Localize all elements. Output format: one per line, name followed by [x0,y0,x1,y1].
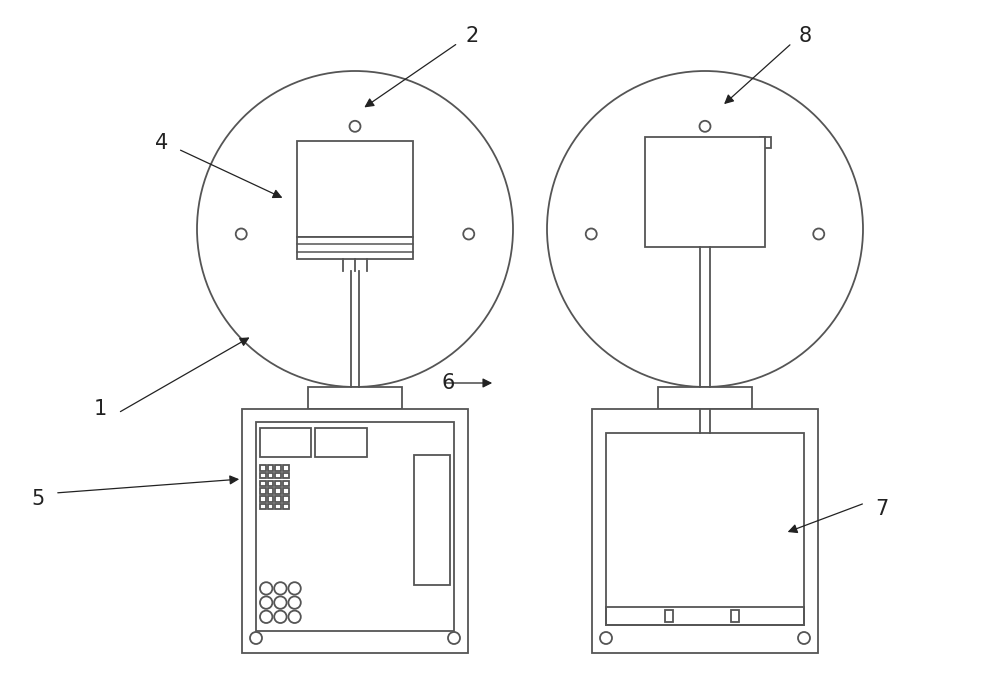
Text: 8: 8 [798,26,812,46]
Bar [268,504,273,509]
Bar [315,428,367,457]
Circle shape [547,71,863,387]
Bar [268,496,273,502]
Bar [260,428,311,457]
Bar [268,481,273,486]
Bar [606,607,804,625]
Bar [260,481,266,486]
Bar [275,481,281,486]
Bar [260,489,266,494]
Text: 1: 1 [93,399,107,419]
Bar [414,455,450,585]
Bar [283,504,289,509]
Bar [268,473,273,478]
Text: 4: 4 [155,133,169,153]
Bar [260,465,266,471]
Bar [283,473,289,478]
Bar [275,473,281,478]
Circle shape [197,71,513,387]
Bar [592,409,818,653]
Bar [283,496,289,502]
Text: 5: 5 [31,489,45,509]
Bar [283,481,289,486]
Bar [260,504,266,509]
Bar [297,237,413,259]
Bar [731,610,739,622]
Text: 6: 6 [441,373,455,393]
Polygon shape [308,387,402,409]
Bar [606,433,804,625]
Bar [260,496,266,502]
Bar [260,473,266,478]
Bar [275,465,281,471]
Text: 2: 2 [465,26,479,46]
Bar [268,465,273,471]
Bar [665,610,673,622]
Bar [242,409,468,653]
Bar [256,422,454,631]
Bar [283,465,289,471]
Bar [760,137,771,148]
Bar [275,489,281,494]
Bar [283,489,289,494]
Bar [268,489,273,494]
Bar [645,137,765,247]
Bar [297,141,413,237]
Text: 7: 7 [875,499,889,519]
Bar [275,496,281,502]
Bar [275,504,281,509]
Polygon shape [658,387,752,409]
